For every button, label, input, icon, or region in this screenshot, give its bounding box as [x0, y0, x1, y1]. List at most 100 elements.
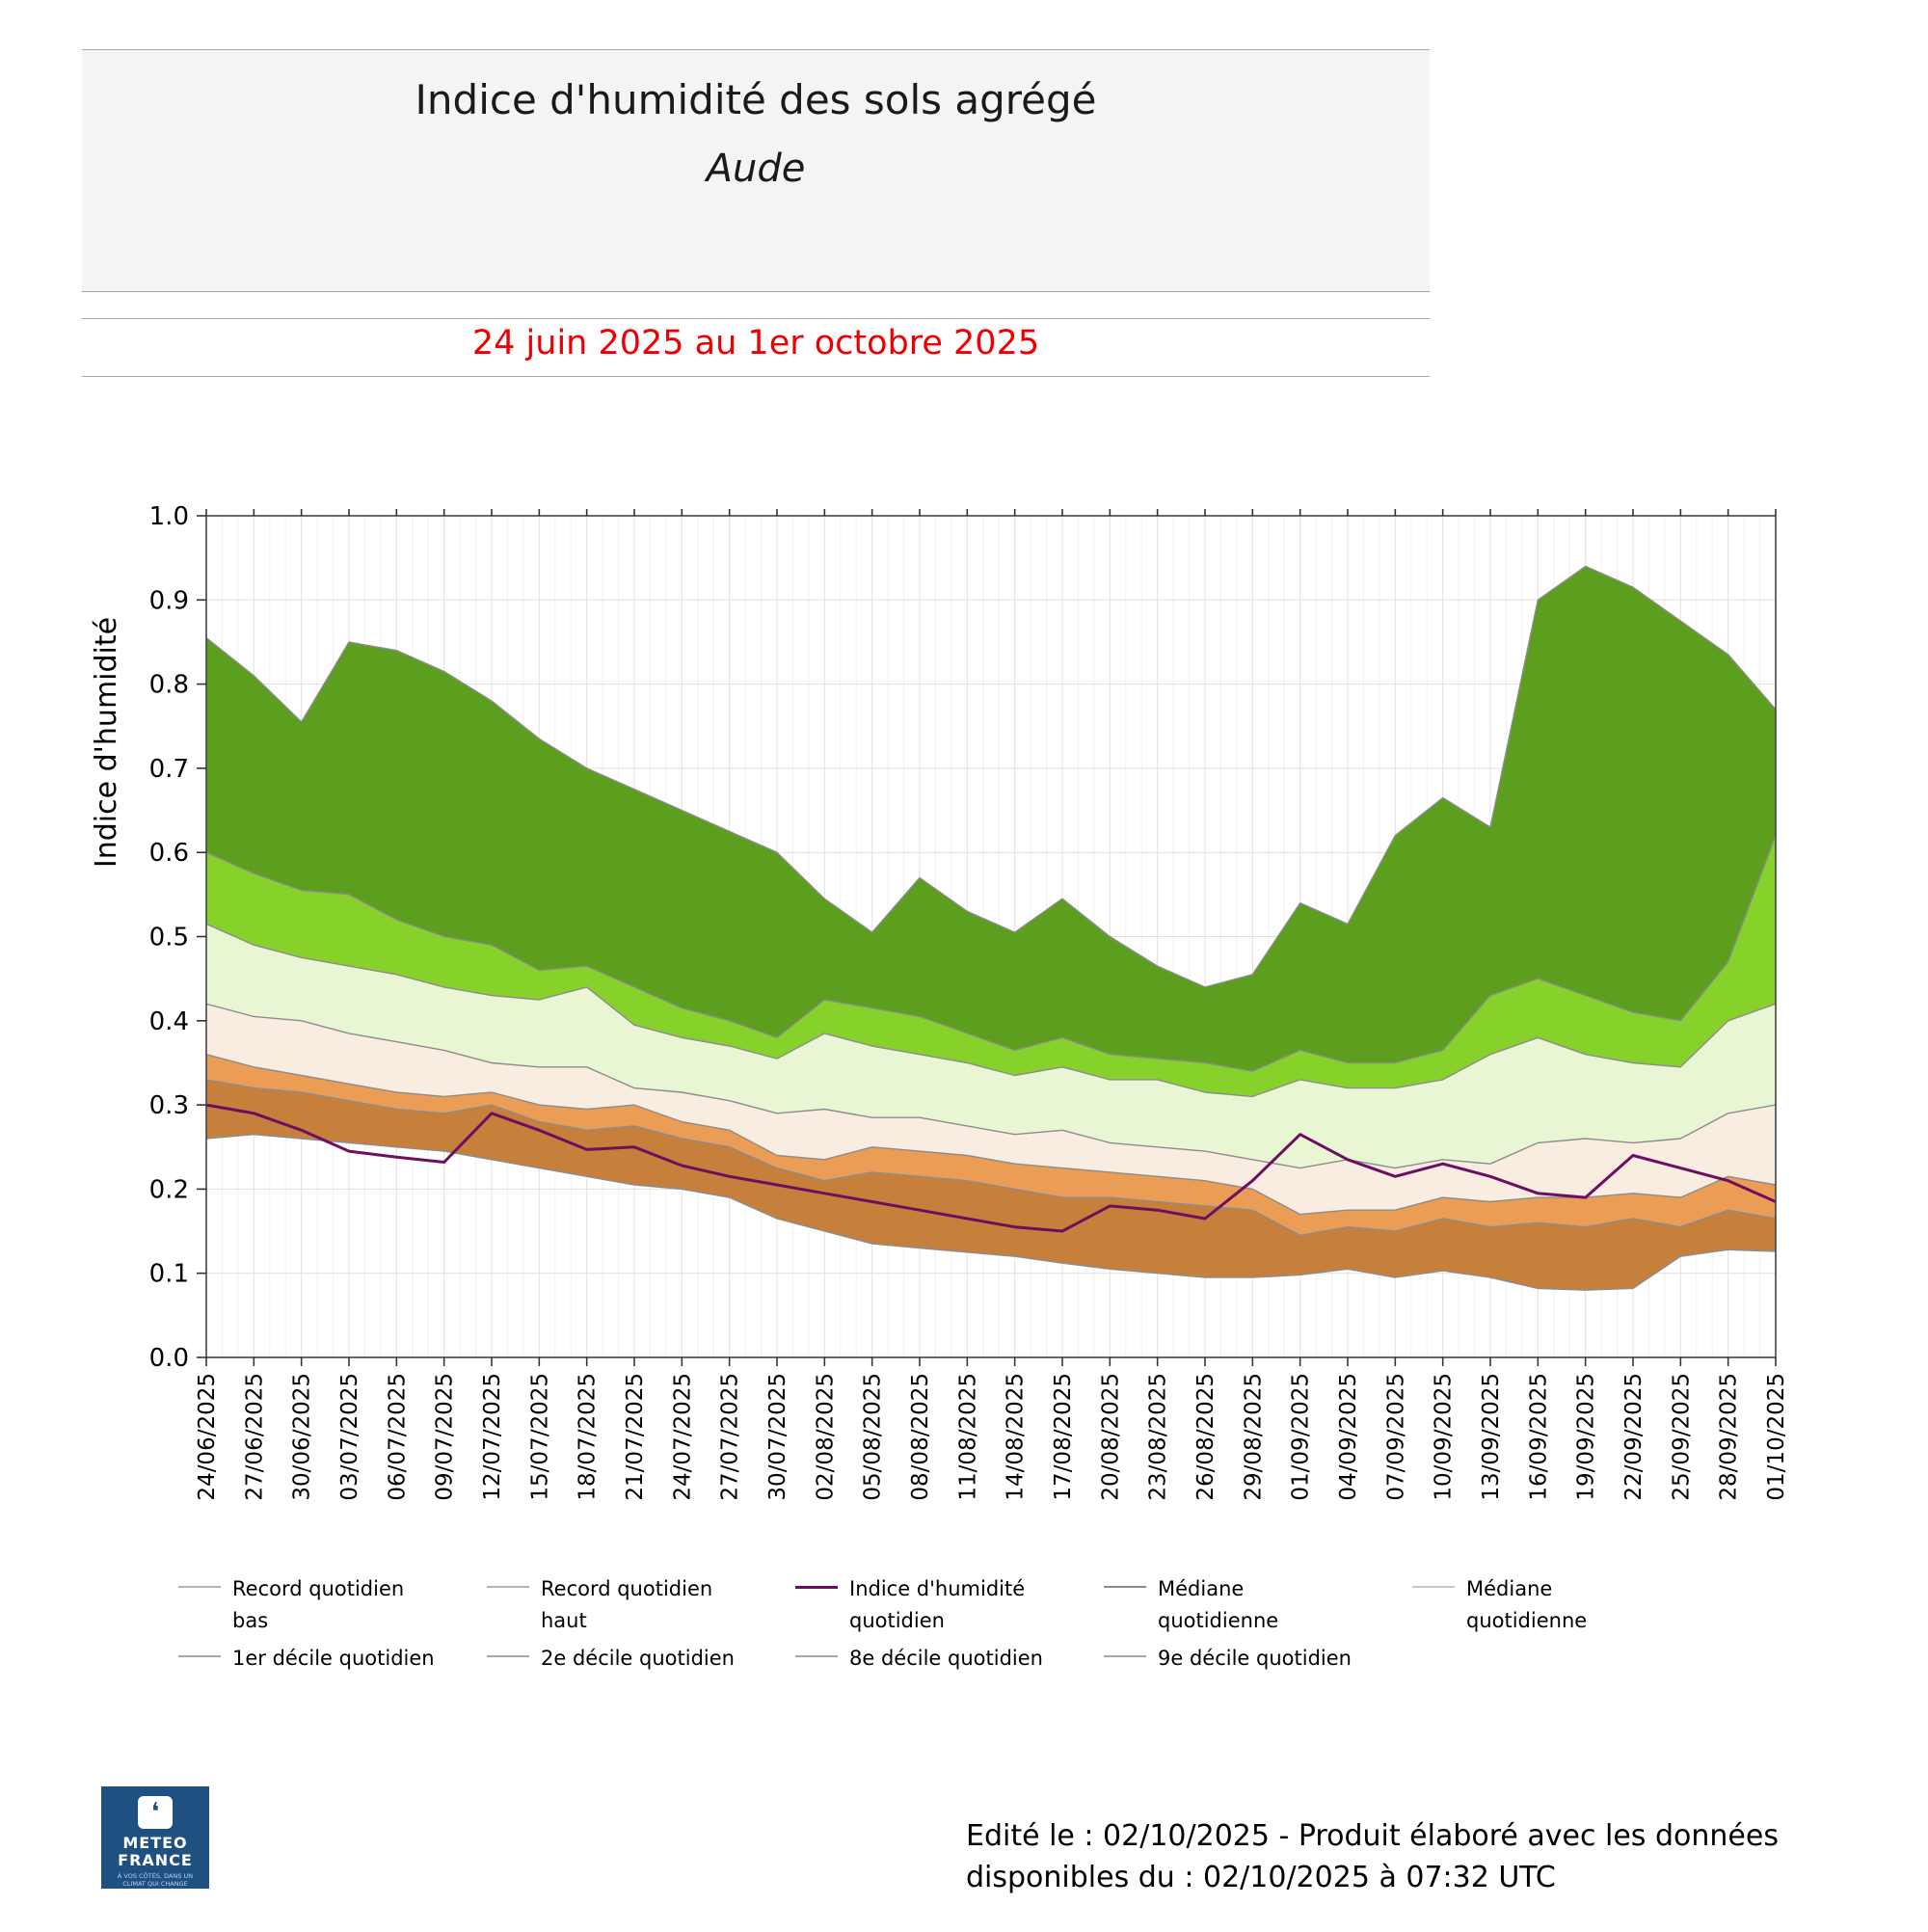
legend-row-2: 1er décile quotidien 2e décile quotidien 8…: [178, 1643, 1759, 1675]
header-top-divider: [82, 49, 1430, 50]
x-tick-label: 02/08/2025: [813, 1373, 838, 1501]
y-tick-label: 1.0: [149, 502, 189, 531]
x-tick-label: 03/07/2025: [337, 1373, 362, 1501]
legend-item: Record quotidien bas: [178, 1573, 487, 1636]
legend-label: 1er décile quotidien: [232, 1647, 435, 1670]
boundary-line: [206, 1003, 1776, 1169]
logo-text-meteo: METEO: [122, 1834, 188, 1852]
edition-note: Edité le : 02/10/2025 - Produit élaboré …: [966, 1816, 1853, 1898]
x-tick-label: 13/09/2025: [1479, 1373, 1504, 1501]
boundary-line: [206, 1079, 1776, 1237]
logo-tagline-1: À VOS CÔTÉS, DANS UN: [117, 1872, 194, 1880]
meteo-france-logo: ❛ METEO FRANCE À VOS CÔTÉS, DANS UN CLIM…: [101, 1786, 209, 1889]
y-tick-label: 0.4: [149, 1007, 189, 1036]
y-tick-label: 0.5: [149, 924, 189, 953]
legend-item: 2e décile quotidien: [487, 1643, 795, 1675]
y-tick-label: 0.8: [149, 671, 189, 700]
x-tick-label: 24/07/2025: [670, 1373, 695, 1501]
legend-line-sample: [1104, 1655, 1146, 1657]
x-tick-label: 17/08/2025: [1051, 1373, 1076, 1501]
boundary-line: [206, 1133, 1776, 1291]
x-tick-label: 09/07/2025: [433, 1373, 458, 1501]
x-tick-label: 19/09/2025: [1574, 1373, 1599, 1501]
legend-line-sample: [487, 1586, 529, 1588]
band-2-3: [206, 924, 1776, 1168]
edition-note-line2: disponibles du : 02/10/2025 à 07:32 UTC: [966, 1860, 1556, 1894]
legend-line-sample: [178, 1586, 221, 1588]
legend-item: Record quotidien haut: [487, 1573, 795, 1636]
legend-label: Médiane quotidienne: [1158, 1577, 1279, 1632]
legend-label: Record quotidien bas: [232, 1577, 405, 1632]
boundary-line: [206, 565, 1776, 988]
legend-line-sample: [1104, 1586, 1146, 1588]
edition-note-line1: Edité le : 02/10/2025 - Produit élaboré …: [966, 1819, 1779, 1853]
x-tick-label: 10/09/2025: [1432, 1373, 1457, 1501]
logo-text-france: FRANCE: [118, 1851, 193, 1869]
x-tick-label: 18/07/2025: [576, 1373, 601, 1501]
period-bottom-divider: [82, 376, 1430, 377]
legend-item: Médiane quotidienne: [1412, 1573, 1721, 1636]
legend-line-sample: [1412, 1586, 1455, 1588]
legend-label: Indice d'humidité quotidien: [849, 1577, 1026, 1632]
x-tick-label: 27/06/2025: [242, 1373, 267, 1501]
x-tick-label: 04/09/2025: [1336, 1373, 1361, 1501]
x-tick-label: 30/07/2025: [765, 1373, 790, 1501]
title-panel: [82, 50, 1430, 291]
daily-index-line: [206, 1103, 1776, 1233]
x-tick-label: 23/08/2025: [1146, 1373, 1171, 1501]
x-tick-label: 29/08/2025: [1241, 1373, 1266, 1501]
band-4-5: [206, 1054, 1776, 1236]
x-tick-label: 15/07/2025: [527, 1373, 552, 1501]
band-0-1: [206, 566, 1776, 1072]
x-tick-label: 14/08/2025: [1004, 1373, 1029, 1501]
legend-label: Médiane quotidienne: [1466, 1577, 1588, 1632]
legend-item: 9e décile quotidien: [1104, 1643, 1412, 1675]
y-tick-label: 0.0: [149, 1344, 189, 1373]
page-title: Indice d'humidité des sols agrégé: [415, 76, 1097, 123]
page-subtitle: Aude: [706, 147, 806, 191]
legend-line-sample: [178, 1655, 221, 1657]
boundary-line: [206, 1054, 1776, 1216]
legend-label: 2e décile quotidien: [541, 1647, 735, 1670]
y-tick-label: 0.1: [149, 1260, 189, 1289]
period-label: 24 juin 2025 au 1er octobre 2025: [471, 324, 1040, 362]
band-1-2: [206, 835, 1776, 1097]
x-tick-label: 16/09/2025: [1526, 1373, 1551, 1501]
y-tick-label: 0.7: [149, 755, 189, 784]
title-bottom-divider: [82, 291, 1430, 292]
y-tick-label: 0.3: [149, 1091, 189, 1120]
x-tick-label: 26/08/2025: [1193, 1373, 1218, 1501]
meteo-france-icon: ❛: [138, 1796, 173, 1829]
legend-line-sample: [795, 1586, 838, 1589]
x-tick-label: 22/09/2025: [1621, 1373, 1647, 1501]
x-tick-label: 27/07/2025: [718, 1373, 743, 1501]
boundary-line: [206, 835, 1776, 1072]
x-tick-label: 28/09/2025: [1717, 1373, 1742, 1501]
legend-item: Médiane quotidienne: [1104, 1573, 1412, 1636]
x-axis: 24/06/2025 27/06/2025 30/06/2025 03/07/2025…: [195, 509, 1789, 1501]
x-tick-label: 06/07/2025: [385, 1373, 410, 1501]
legend-line-sample: [795, 1655, 838, 1657]
x-tick-label: 01/09/2025: [1289, 1373, 1314, 1501]
legend-row-1: Record quotidien bas Record quotidien haut I…: [178, 1573, 1759, 1636]
legend-item: 1er décile quotidien: [178, 1643, 487, 1675]
legend-label: 9e décile quotidien: [1158, 1647, 1352, 1670]
x-tick-label: 24/06/2025: [195, 1373, 220, 1501]
x-tick-label: 01/10/2025: [1764, 1373, 1789, 1501]
y-tick-label: 0.6: [149, 839, 189, 868]
legend-item: 8e décile quotidien: [795, 1643, 1104, 1675]
x-tick-label: 20/08/2025: [1098, 1373, 1123, 1501]
boundary-line: [206, 923, 1776, 1098]
period-top-divider: [82, 318, 1430, 319]
legend-label: Record quotidien haut: [541, 1577, 713, 1632]
x-tick-label: 30/06/2025: [290, 1373, 315, 1501]
x-tick-label: 12/07/2025: [480, 1373, 505, 1501]
x-tick-label: 25/09/2025: [1669, 1373, 1694, 1501]
x-tick-label: 07/09/2025: [1383, 1373, 1408, 1501]
y-tick-label: 0.9: [149, 586, 189, 615]
logo-tagline-2: CLIMAT QUI CHANGE: [122, 1880, 188, 1888]
x-tick-label: 11/08/2025: [955, 1373, 980, 1501]
y-axis: 0.0 0.1 0.2 0.3 0.4 0.5 0.6 0.7 0.8 0.9 1.0: [149, 502, 206, 1373]
